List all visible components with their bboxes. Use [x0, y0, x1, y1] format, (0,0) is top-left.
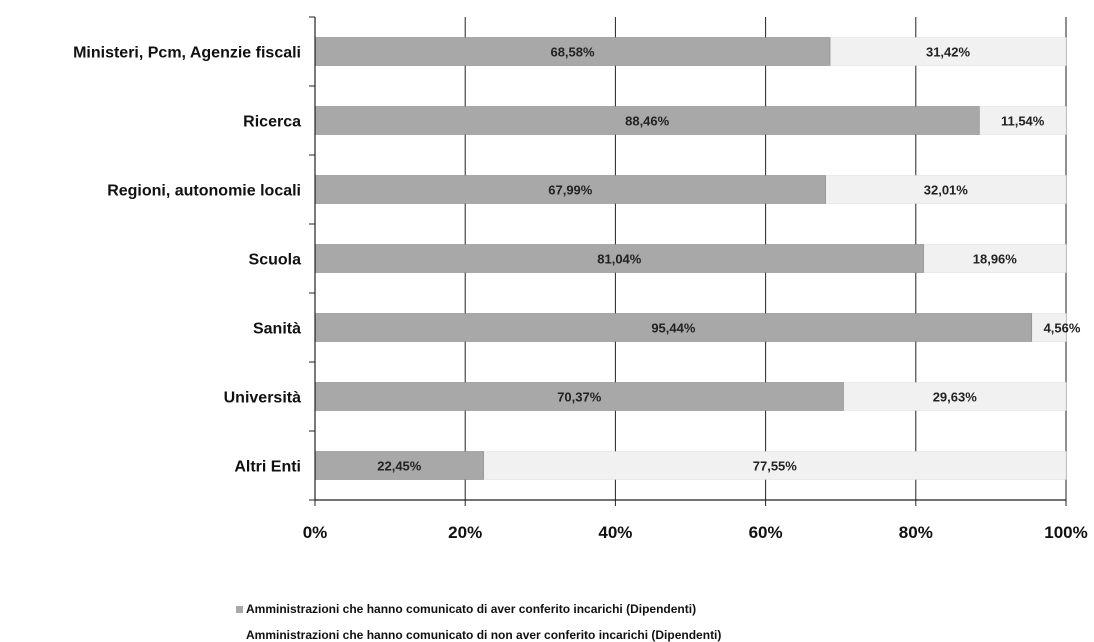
data-label-non-conferito: 31,42%	[926, 45, 971, 60]
bar-non-conferito	[825, 175, 1067, 204]
category-label: Università	[224, 390, 301, 407]
data-label-conferito: 67,99%	[548, 183, 593, 198]
category-label: Sanità	[253, 321, 301, 338]
data-label-non-conferito: 29,63%	[933, 390, 978, 405]
labels: 0% 20% 40% 60% 80% 100% Ministeri, Pcm, Agenzi…	[73, 45, 1088, 543]
bar-non-conferito	[829, 37, 1067, 66]
data-label-non-conferito: 18,96%	[973, 252, 1018, 267]
legend-label-conferito: Amministrazioni che hanno comunicato di …	[246, 602, 697, 616]
bar-conferito	[314, 382, 844, 411]
legend-entry-non-conferito: Amministrazioni che hanno comunicato di …	[246, 628, 721, 642]
category-label: Ministeri, Pcm, Agenzie fiscali	[73, 45, 301, 62]
data-label-conferito: 88,46%	[625, 114, 670, 129]
legend-label-non-conferito: Amministrazioni che hanno comunicato di …	[246, 628, 722, 642]
data-label-conferito: 68,58%	[550, 45, 595, 60]
legend-entry-conferito: Amministrazioni che hanno comunicato di …	[236, 602, 696, 616]
category-label: Scuola	[249, 252, 302, 269]
category-label: Regioni, autonomie locali	[107, 183, 301, 200]
bar-conferito	[314, 175, 826, 204]
data-label-non-conferito: 77,55%	[753, 459, 798, 474]
bar-conferito	[314, 451, 484, 480]
x-tick-label: 60%	[749, 523, 783, 542]
x-tick-label: 100%	[1044, 523, 1087, 542]
x-tick-label: 80%	[899, 523, 933, 542]
bar-non-conferito	[843, 382, 1067, 411]
bar-non-conferito	[1031, 313, 1067, 342]
bar-non-conferito	[979, 106, 1067, 135]
bar-conferito	[314, 313, 1033, 342]
axes	[309, 16, 1067, 506]
data-label-conferito: 95,44%	[651, 321, 696, 336]
data-label-conferito: 81,04%	[597, 252, 642, 267]
bar-non-conferito	[923, 244, 1067, 273]
bar-conferito	[314, 106, 980, 135]
data-label-non-conferito: 4,56%	[1044, 321, 1081, 336]
data-label-conferito: 70,37%	[557, 390, 602, 405]
bars	[314, 37, 1067, 480]
data-label-non-conferito: 32,01%	[924, 183, 969, 198]
category-label: Altri Enti	[234, 459, 301, 476]
x-tick-label: 20%	[448, 523, 482, 542]
x-tick-label: 40%	[598, 523, 632, 542]
data-label-non-conferito: 11,54%	[1001, 114, 1045, 129]
legend-swatch-conferito	[236, 606, 243, 614]
data-label-conferito: 22,45%	[377, 459, 422, 474]
bar-conferito	[314, 244, 924, 273]
x-tick-label: 0%	[303, 523, 328, 542]
category-label: Ricerca	[243, 114, 301, 131]
